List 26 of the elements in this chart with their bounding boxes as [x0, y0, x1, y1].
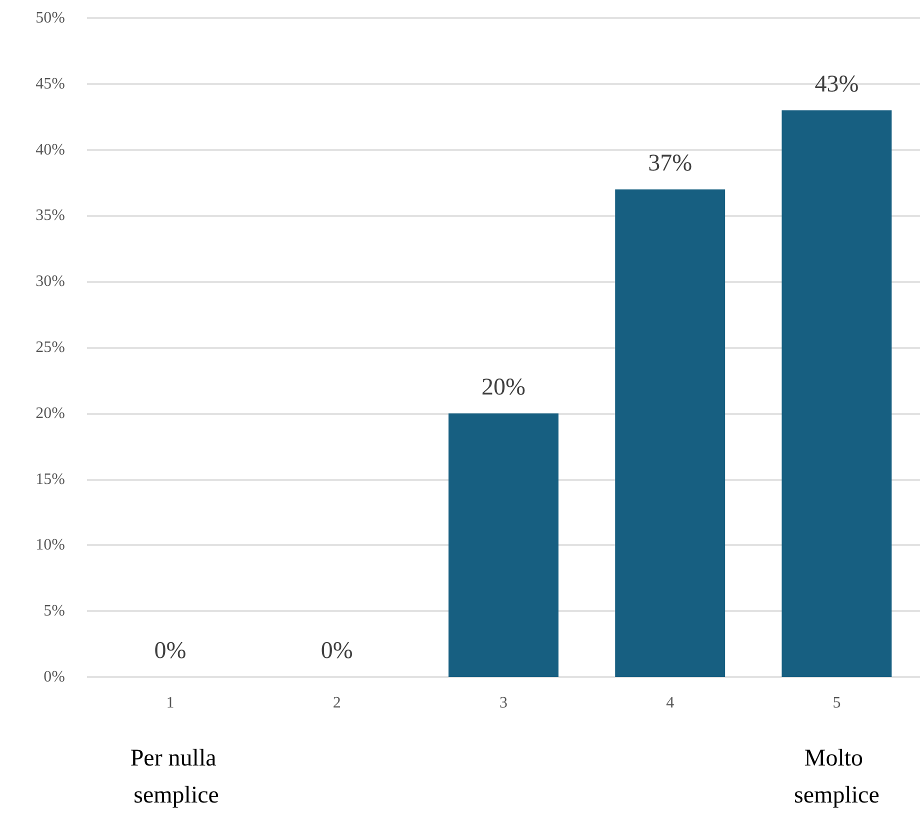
x-tick-label: 3	[500, 694, 508, 712]
bar	[782, 110, 892, 677]
y-tick-label: 5%	[44, 602, 65, 620]
y-tick-label: 15%	[36, 470, 65, 488]
data-label: 0%	[154, 638, 186, 664]
x-tick-label: 4	[666, 694, 674, 712]
y-tick-label: 25%	[36, 339, 65, 356]
text: Molto semplice	[794, 746, 880, 808]
data-label: 20%	[482, 374, 526, 400]
x-tick-label: 2	[332, 694, 341, 712]
y-tick-label: 10%	[36, 536, 65, 554]
y-tick-label: 20%	[36, 404, 65, 422]
y-tick-label: 45%	[36, 75, 65, 92]
bar	[448, 413, 558, 677]
bar	[615, 189, 726, 677]
y-tick-label: 50%	[36, 10, 65, 26]
data-label: 0%	[320, 638, 353, 664]
data-label: 37%	[648, 150, 692, 176]
data-label: 43%	[814, 71, 859, 98]
x-tick-label: 5	[832, 694, 841, 712]
y-tick-label: 30%	[36, 273, 65, 290]
y-tick-label: 0%	[44, 668, 65, 686]
text: Per nulla semplice	[130, 746, 222, 808]
y-tick-label: 40%	[36, 141, 65, 158]
y-tick-label: 35%	[36, 207, 65, 224]
x-tick-label: 1	[166, 694, 174, 712]
